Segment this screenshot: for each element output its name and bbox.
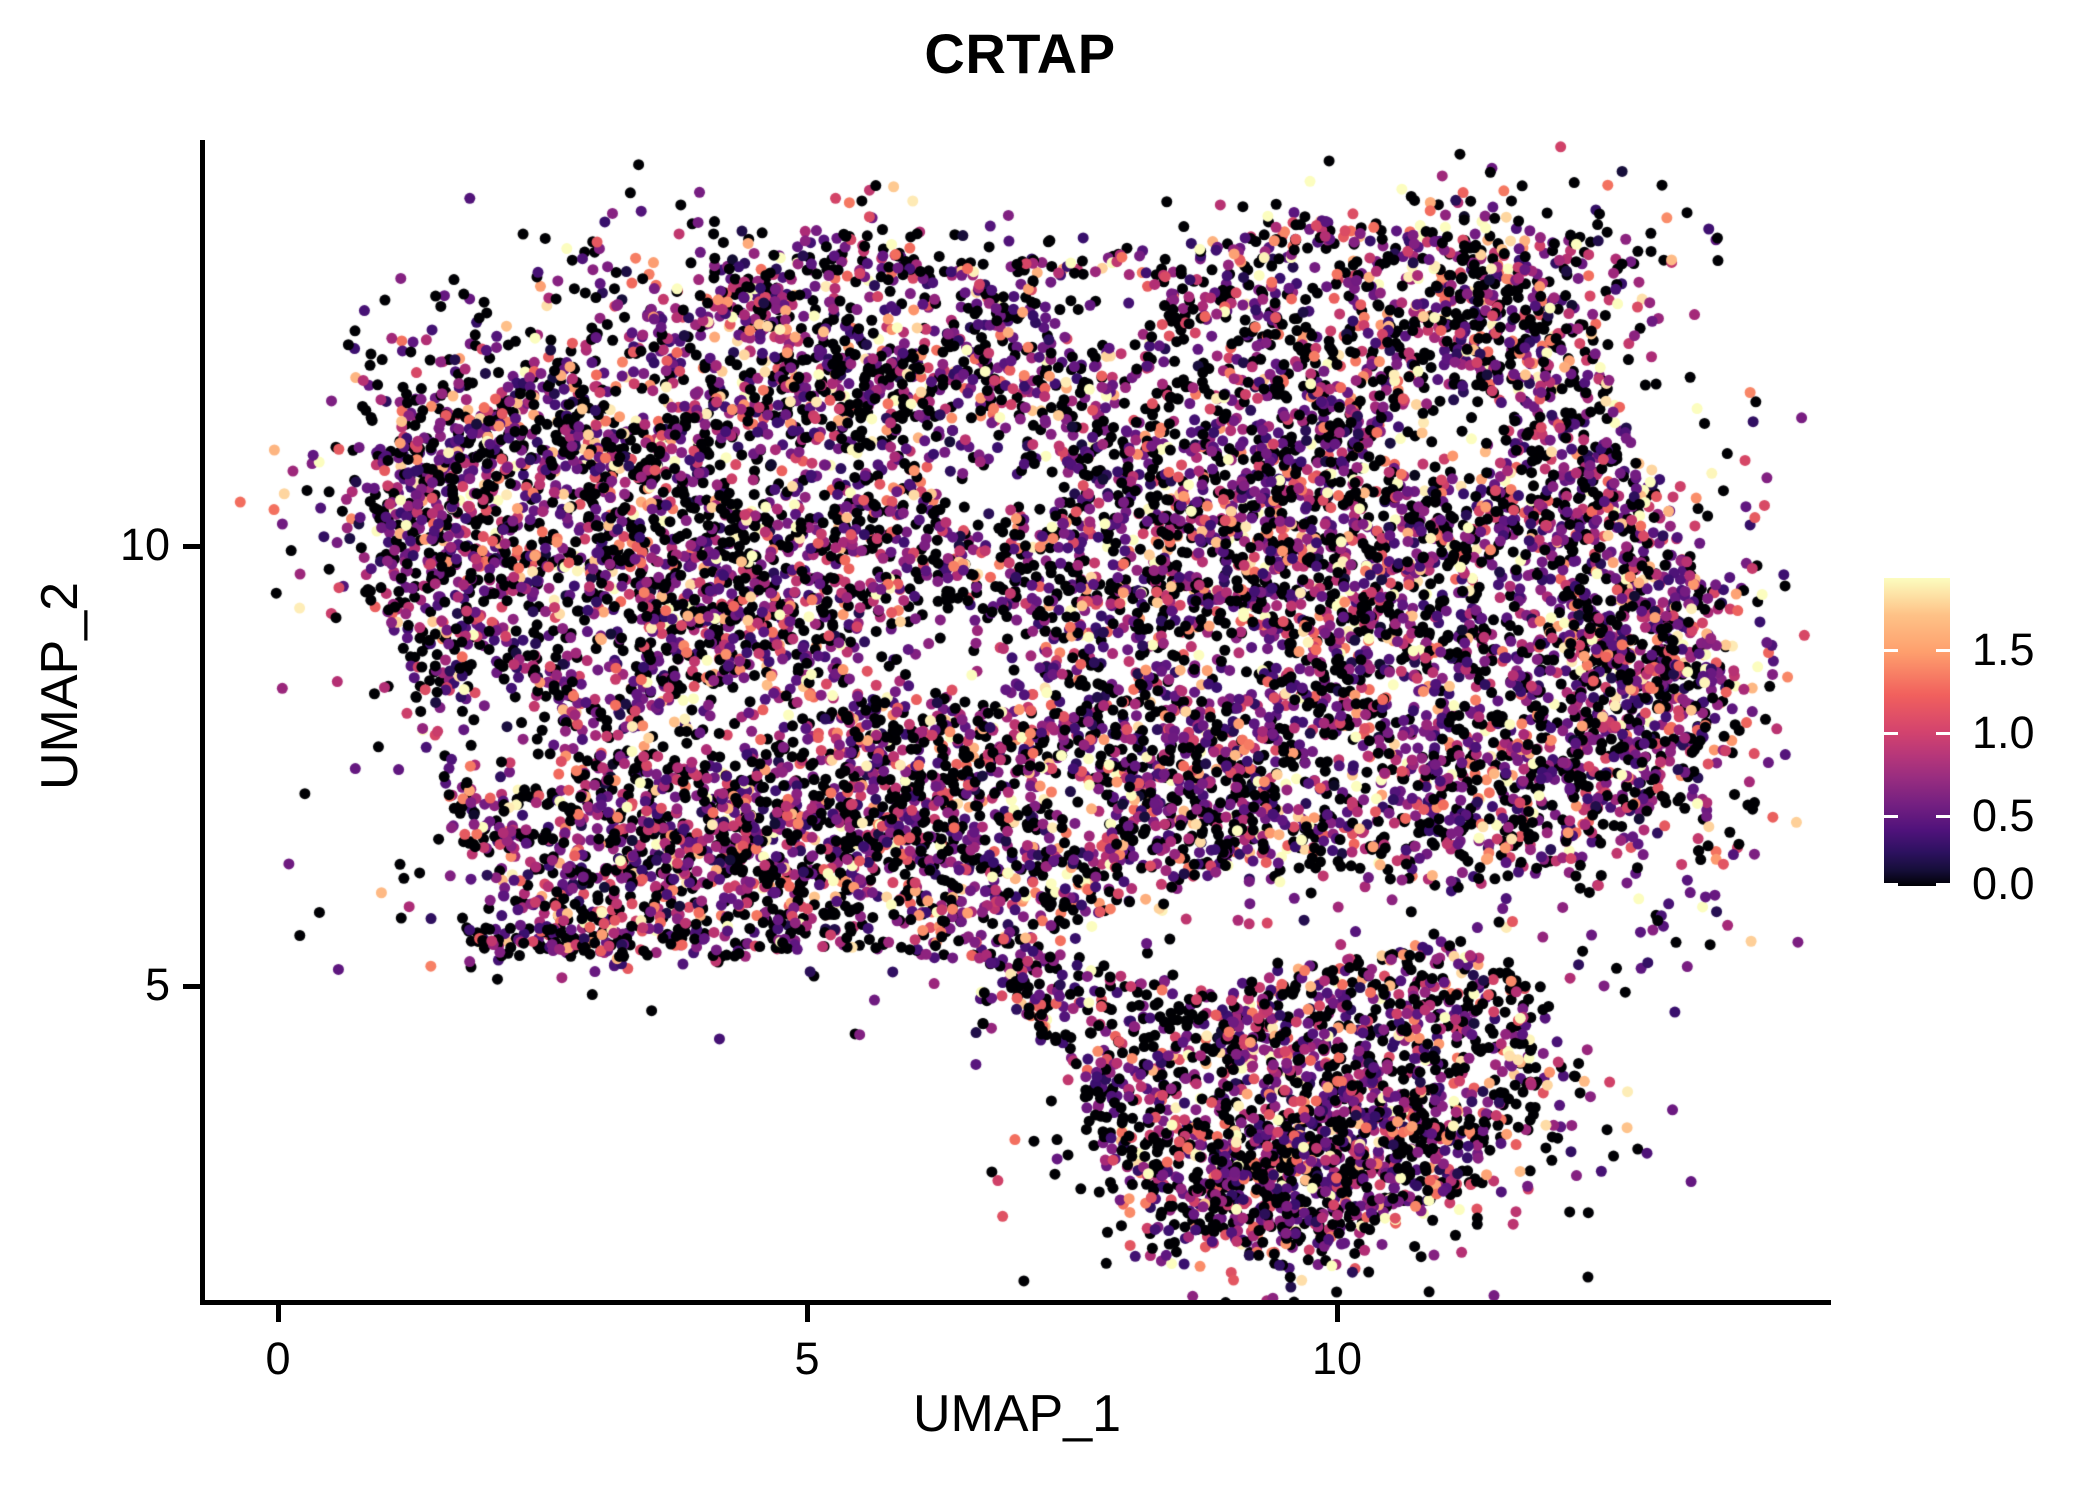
colorbar-label-1_5: 1.5 (1972, 624, 2035, 675)
y-tick-mark-5 (183, 984, 200, 989)
scatter-panel (204, 140, 1830, 1303)
colorbar-tick-0_0-right (1936, 883, 1950, 886)
colorbar-tick-1_5-left (1884, 649, 1898, 652)
x-tick-mark-0 (276, 1305, 281, 1322)
y-tick-label-5: 5 (144, 959, 170, 1010)
y-axis-title: UMAP_2 (31, 581, 89, 791)
colorbar-tick-0_5-left (1884, 815, 1898, 818)
x-axis-title: UMAP_1 (912, 1385, 1122, 1443)
page-title: CRTAP (924, 22, 1116, 85)
colorbar-label-0_0: 0.0 (1972, 858, 2035, 909)
x-tick-mark-10 (1335, 1305, 1340, 1322)
colorbar-tick-1_0-left (1884, 732, 1898, 735)
x-tick-label-10: 10 (1311, 1333, 1363, 1384)
y-tick-label-10: 10 (119, 519, 170, 570)
x-tick-label-0: 0 (265, 1333, 291, 1384)
colorbar-tick-0_0-left (1884, 883, 1898, 886)
colorbar-label-1_0: 1.0 (1972, 707, 2035, 758)
x-tick-mark-5 (805, 1305, 810, 1322)
y-axis-line (200, 140, 205, 1305)
colorbar-tick-1_5-right (1936, 649, 1950, 652)
x-axis-line (200, 1300, 1831, 1305)
y-tick-mark-10 (183, 544, 200, 549)
colorbar-tick-1_0-right (1936, 732, 1950, 735)
colorbar-tick-0_5-right (1936, 815, 1950, 818)
colorbar-label-0_5: 0.5 (1972, 790, 2035, 841)
scatter-points-canvas (204, 140, 1830, 1303)
x-tick-label-5: 5 (794, 1333, 820, 1384)
